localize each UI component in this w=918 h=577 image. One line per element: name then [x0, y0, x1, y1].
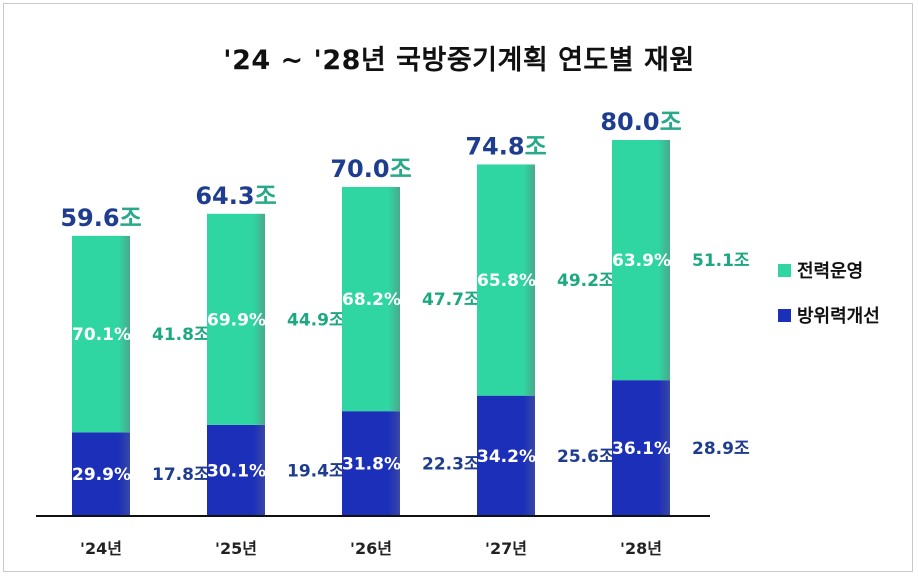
legend-item-improvement-swatch — [778, 309, 791, 322]
ops-value-label: 44.9조 — [287, 310, 345, 330]
bar-operations — [342, 187, 400, 412]
legend-item-ops-label: 전력운영 — [797, 261, 863, 282]
x-tick-label: '28년 — [620, 539, 662, 558]
bar-operations — [477, 164, 535, 396]
improvement-percent-label: 34.2% — [477, 447, 536, 467]
ops-percent-label: 70.1% — [72, 325, 131, 345]
chart-title: '24 ~ '28년 국방중기계획 연도별 재원 — [223, 45, 695, 76]
bar-improvement — [342, 411, 400, 516]
ops-percent-label: 65.8% — [477, 271, 536, 291]
bar-improvement — [72, 432, 130, 516]
bar-improvement — [207, 424, 265, 516]
improvement-value-label: 17.8조 — [152, 465, 210, 485]
total-label: 64.3조 — [195, 182, 276, 210]
improvement-percent-label: 30.1% — [207, 461, 266, 481]
chart-frame — [3, 3, 913, 572]
improvement-value-label: 19.4조 — [287, 461, 345, 481]
bar-operations — [72, 235, 130, 433]
total-label: 59.6조 — [60, 204, 141, 232]
bar-operations — [207, 213, 265, 425]
improvement-value-label: 28.9조 — [692, 439, 750, 459]
total-label: 80.0조 — [600, 108, 681, 136]
x-tick-label: '25년 — [215, 539, 257, 558]
ops-percent-label: 69.9% — [207, 310, 266, 330]
improvement-percent-label: 36.1% — [612, 439, 671, 459]
bar-operations — [612, 140, 670, 381]
improvement-percent-label: 31.8% — [342, 455, 401, 475]
ops-percent-label: 63.9% — [612, 251, 671, 271]
improvement-value-label: 22.3조 — [422, 455, 480, 475]
x-tick-label: '26년 — [350, 539, 392, 558]
total-label: 70.0조 — [330, 155, 411, 183]
bar-improvement — [477, 395, 535, 516]
x-tick-label: '24년 — [80, 539, 122, 558]
total-label: 74.8조 — [465, 132, 546, 160]
ops-percent-label: 68.2% — [342, 290, 401, 310]
legend-item-ops-swatch — [778, 264, 791, 277]
improvement-value-label: 25.6조 — [557, 447, 615, 467]
ops-value-label: 49.2조 — [557, 271, 615, 291]
ops-value-label: 41.8조 — [152, 325, 210, 345]
bar-improvement — [612, 380, 670, 516]
ops-value-label: 47.7조 — [422, 290, 480, 310]
ops-value-label: 51.1조 — [692, 251, 750, 271]
x-tick-label: '27년 — [485, 539, 527, 558]
legend-item-improvement-label: 방위력개선 — [797, 306, 880, 327]
improvement-percent-label: 29.9% — [72, 465, 131, 485]
